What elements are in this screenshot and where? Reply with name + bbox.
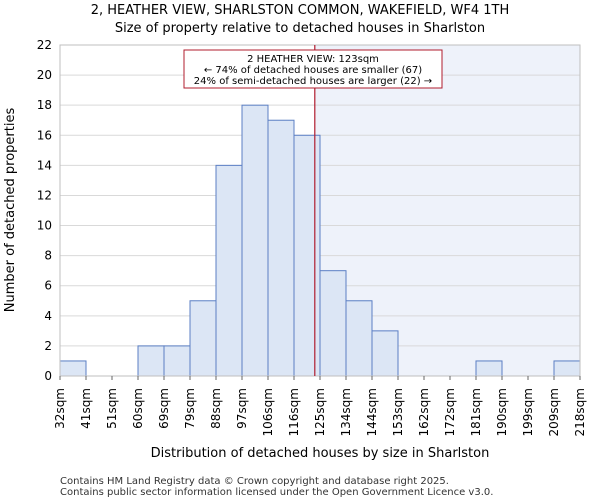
y-tick-label: 22 xyxy=(37,38,52,52)
bar xyxy=(137,345,165,377)
y-axis-ticks: 0 2 4 6 8 10 12 14 16 18 20 22 xyxy=(37,38,52,383)
x-tick-label: 209sqm xyxy=(547,388,561,436)
x-tick-label: 88sqm xyxy=(209,388,223,429)
bar xyxy=(163,345,191,377)
bar xyxy=(59,360,87,377)
x-tick-label: 181sqm xyxy=(469,388,483,436)
x-tick-label: 125sqm xyxy=(313,388,327,436)
y-tick-label: 18 xyxy=(37,98,52,112)
x-tick-label: 60sqm xyxy=(131,388,145,429)
footer-line-2: Contains public sector information licen… xyxy=(60,487,493,498)
chart-subtitle: Size of property relative to detached ho… xyxy=(115,21,485,36)
x-tick-label: 172sqm xyxy=(443,388,457,436)
y-tick-label: 10 xyxy=(37,219,52,233)
x-tick-label: 32sqm xyxy=(53,388,67,429)
x-tick-label: 106sqm xyxy=(261,388,275,436)
y-tick-label: 20 xyxy=(37,68,52,82)
y-tick-label: 12 xyxy=(37,188,52,202)
x-tick-label: 116sqm xyxy=(287,388,301,436)
annotation-label: 2 HEATHER VIEW: 123sqm xyxy=(247,54,379,65)
x-tick-label: 134sqm xyxy=(339,388,353,436)
x-axis-label: Distribution of detached houses by size … xyxy=(151,446,490,461)
y-tick-label: 8 xyxy=(44,249,52,263)
x-tick-label: 218sqm xyxy=(573,388,587,436)
bar xyxy=(319,270,347,377)
x-tick-label: 41sqm xyxy=(79,388,93,429)
y-tick-label: 6 xyxy=(44,279,52,293)
y-axis-label: Number of detached properties xyxy=(3,108,18,313)
bar xyxy=(215,164,243,377)
bar xyxy=(345,300,373,377)
bar xyxy=(189,300,217,377)
bar xyxy=(475,360,503,377)
annotation-smaller: ← 74% of detached houses are smaller (67… xyxy=(204,65,422,76)
annotation-box: 2 HEATHER VIEW: 123sqm ← 74% of detached… xyxy=(183,49,443,89)
x-tick-label: 144sqm xyxy=(365,388,379,436)
x-tick-label: 153sqm xyxy=(391,388,405,436)
chart-title: 2, HEATHER VIEW, SHARLSTON COMMON, WAKEF… xyxy=(91,3,510,18)
bar xyxy=(293,134,321,377)
x-tick-label: 69sqm xyxy=(157,388,171,429)
annotation-frame xyxy=(183,49,443,89)
footer-line-1: Contains HM Land Registry data © Crown c… xyxy=(60,476,449,487)
x-tick-label: 51sqm xyxy=(105,388,119,429)
bar xyxy=(241,104,269,377)
y-tick-label: 4 xyxy=(44,309,52,323)
bars xyxy=(59,104,581,377)
y-tick-label: 14 xyxy=(37,158,52,172)
x-tick-label: 162sqm xyxy=(417,388,431,436)
y-tick-label: 0 xyxy=(44,369,52,383)
bar xyxy=(267,119,295,377)
x-tick-label: 97sqm xyxy=(235,388,249,429)
x-axis-ticks: 32sqm 41sqm 51sqm 60sqm 69sqm 79sqm 88sqm 97sqm… xyxy=(53,376,587,436)
bar xyxy=(371,330,399,377)
x-tick-label: 190sqm xyxy=(495,388,509,436)
y-tick-label: 16 xyxy=(37,128,52,142)
x-tick-label: 79sqm xyxy=(183,388,197,429)
bar xyxy=(553,360,581,377)
annotation-larger: 24% of semi-detached houses are larger (… xyxy=(194,76,432,87)
y-tick-label: 2 xyxy=(44,339,52,353)
x-tick-label: 199sqm xyxy=(521,388,535,436)
